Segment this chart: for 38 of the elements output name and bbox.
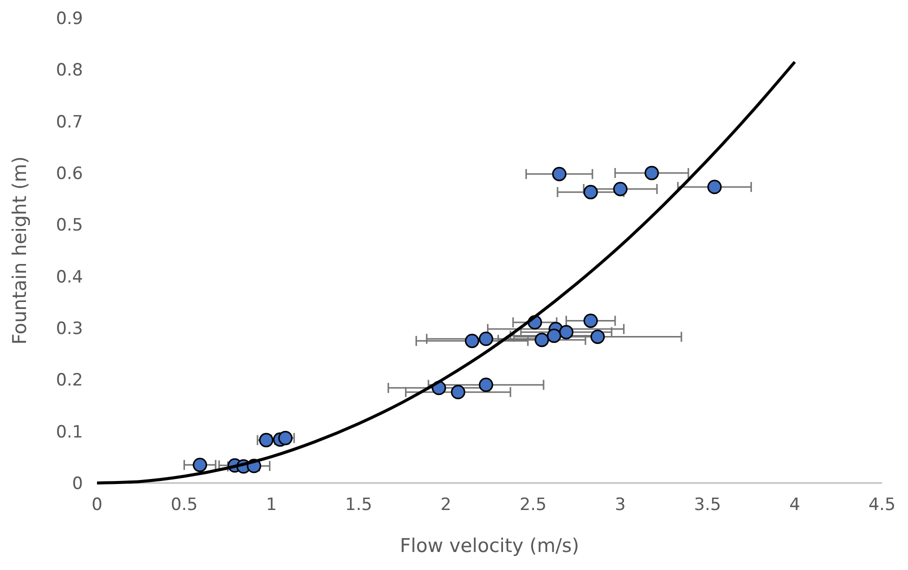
y-tick-label: 0.7: [56, 112, 83, 132]
x-axis-title: Flow velocity (m/s): [400, 535, 580, 557]
x-tick-label: 0: [92, 495, 102, 515]
point: [546, 328, 562, 343]
x-tick-label: 4: [789, 495, 800, 515]
x-tick-label: 3: [614, 495, 626, 515]
y-tick-label: 0.4: [56, 267, 83, 288]
point: [583, 314, 598, 328]
y-axis-title: Fountain height (m): [9, 156, 31, 345]
x-tick-label: 2.5: [520, 495, 547, 515]
x-tick-label: 0.5: [170, 495, 198, 515]
point: [583, 184, 598, 200]
point: [559, 324, 574, 340]
x-tick-label: 3.5: [694, 495, 722, 515]
point: [192, 458, 208, 472]
y-tick-label: 0.1: [56, 422, 83, 442]
point: [478, 378, 494, 392]
point: [534, 332, 550, 348]
x-tick-label: 1.5: [345, 495, 372, 515]
point: [552, 166, 566, 182]
point: [613, 182, 628, 196]
line-series: [96, 60, 796, 484]
y-tick-label: 0.5: [56, 216, 83, 236]
x-tick-label: 4.5: [868, 495, 896, 515]
point: [707, 180, 722, 194]
y-tick-label: 0.2: [56, 370, 83, 391]
y-tick-label: 0.6: [56, 164, 83, 184]
point: [478, 332, 494, 346]
y-tick-label: 0: [72, 474, 83, 494]
point: [590, 330, 605, 344]
point: [464, 334, 480, 348]
point: [644, 166, 659, 180]
y-tick-label: 0.8: [56, 60, 83, 81]
x-tick-label: 2: [440, 495, 452, 515]
point: [450, 384, 466, 400]
y-tick-label: 0.3: [56, 319, 83, 339]
x-tick-label: 1: [266, 495, 277, 515]
y-tick-label: 0.9: [56, 9, 83, 29]
